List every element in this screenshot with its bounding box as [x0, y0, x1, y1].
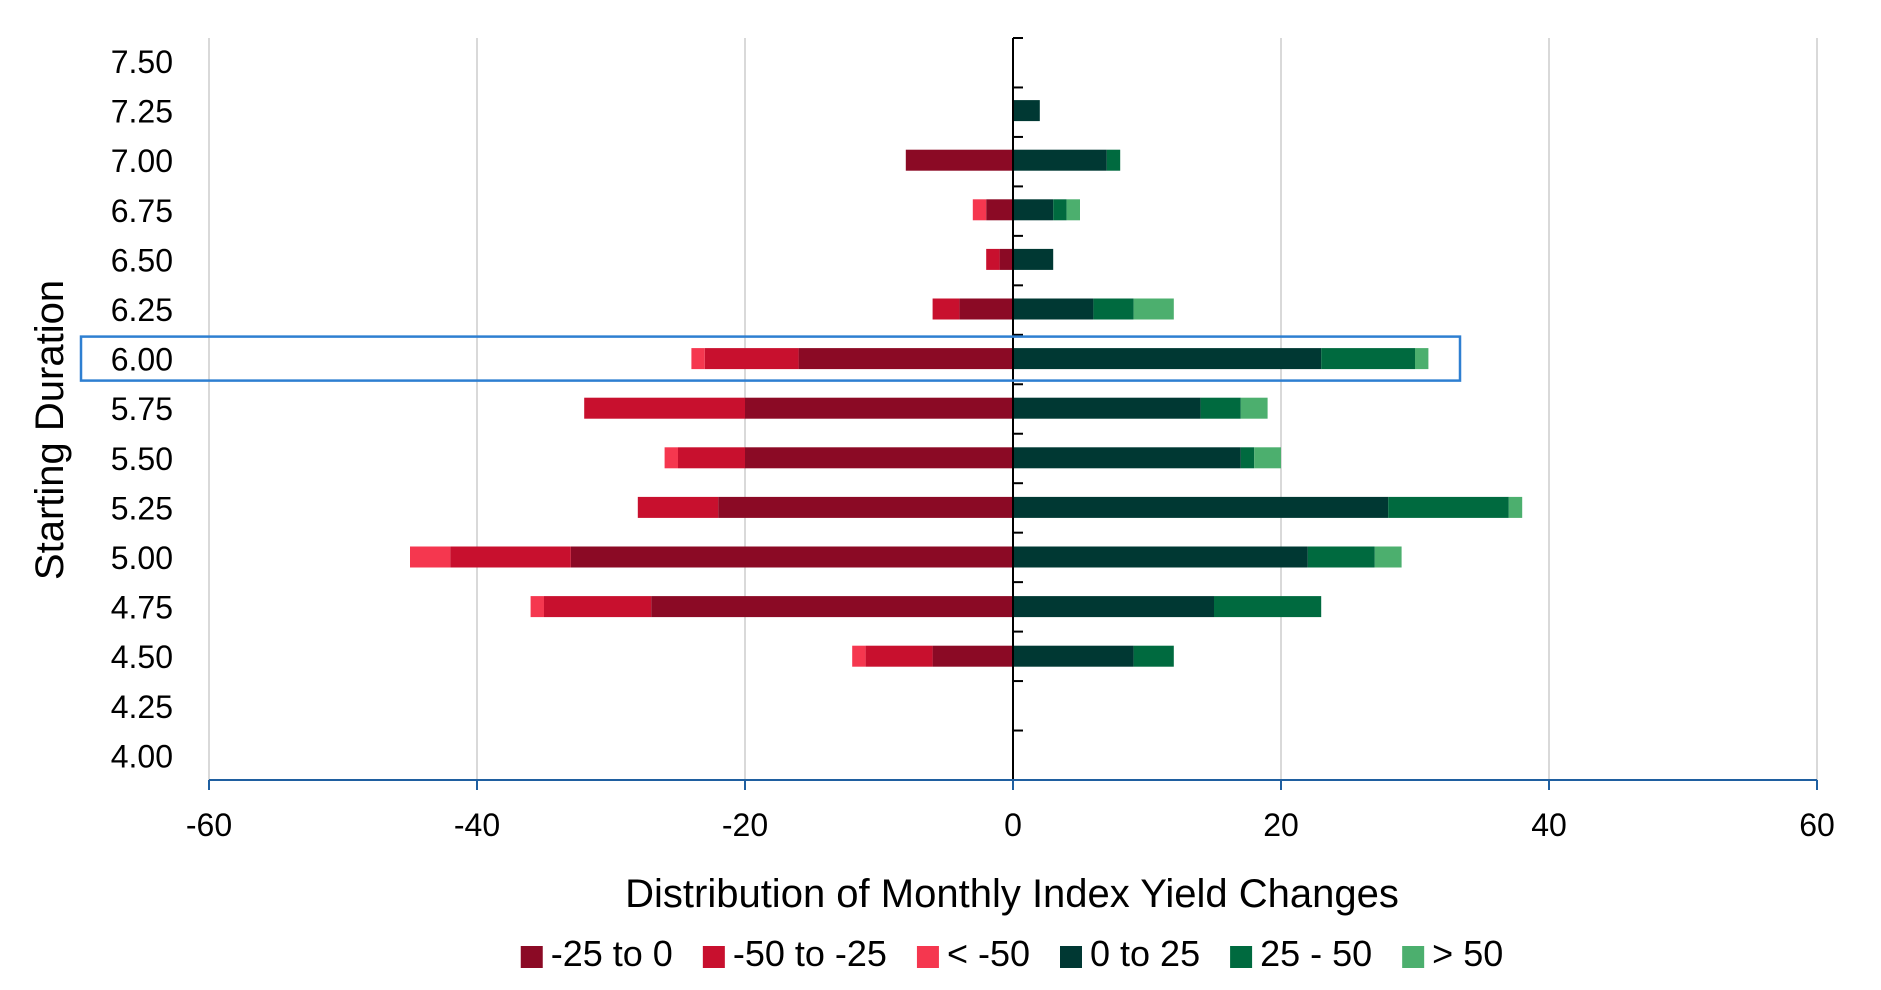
bar-segment	[1013, 496, 1389, 518]
y-tick-label: 6.75	[111, 193, 173, 229]
bar-segment	[651, 596, 1013, 618]
y-tick-label: 5.50	[111, 441, 173, 477]
bar-segment	[1133, 298, 1174, 320]
legend: -25 to 0 -50 to -25 < -50 0 to 25 25 - 50 > 5…	[520, 933, 1503, 974]
x-axis-title: Distribution of Monthly Index Yield Chan…	[625, 872, 1399, 916]
bar-segment	[678, 447, 745, 469]
bar-segment	[1214, 596, 1322, 618]
bar-segment	[704, 348, 799, 370]
bar-segment	[1508, 496, 1523, 518]
bar-segment	[691, 348, 705, 370]
x-tick-label: 20	[1263, 807, 1299, 843]
bar-segment	[1200, 397, 1241, 419]
x-tick-label: -40	[454, 807, 500, 843]
legend-swatch	[520, 946, 543, 968]
y-tick-label: 5.25	[111, 490, 173, 526]
bar-segment	[584, 397, 745, 419]
y-tick-label: 4.50	[111, 639, 173, 675]
tick-labels: -60 -40 -20 0 20 40 60 7.50 7.25 7.00 6.75 6.50 6.25…	[111, 44, 1835, 843]
bars	[410, 100, 1523, 667]
legend-label: 25 - 50	[1260, 933, 1372, 974]
legend-label: 0 to 25	[1090, 933, 1200, 974]
bar-segment	[1093, 298, 1134, 320]
legend-swatch	[916, 946, 939, 968]
bar-segment	[1307, 546, 1375, 568]
bar-segment	[410, 546, 451, 568]
bar-segment	[1415, 348, 1429, 370]
bar-segment	[1240, 447, 1255, 469]
bar-segment	[1240, 397, 1268, 419]
bar-segment	[1254, 447, 1281, 469]
legend-swatch	[1060, 946, 1082, 968]
legend-swatch	[702, 946, 725, 968]
bar-segment	[865, 645, 933, 667]
bar-segment	[637, 496, 719, 518]
bar-segment	[852, 645, 866, 667]
bar-segment	[905, 149, 1013, 171]
bar-segment	[1013, 149, 1107, 171]
bar-segment	[745, 397, 1013, 419]
x-tick-label: 40	[1531, 807, 1567, 843]
bar-segment	[664, 447, 678, 469]
y-tick-label: 7.25	[111, 94, 173, 130]
x-tick-label: 60	[1799, 807, 1835, 843]
bar-segment	[544, 596, 652, 618]
y-tick-label: 7.50	[111, 44, 173, 80]
legend-label: -25 to 0	[551, 933, 673, 974]
highlight-box-layer	[79, 335, 1462, 382]
bar-segment	[986, 248, 1000, 270]
bar-segment	[959, 298, 1013, 320]
bar-segment	[1013, 397, 1201, 419]
bar-segment	[718, 496, 1013, 518]
y-tick-label: 7.00	[111, 143, 173, 179]
y-tick-label: 5.75	[111, 391, 173, 427]
bar-segment	[798, 348, 1013, 370]
bar-segment	[1013, 298, 1094, 320]
x-tick-label: -20	[722, 807, 768, 843]
bar-segment	[972, 199, 987, 221]
bar-segment	[1013, 645, 1134, 667]
highlight-box	[79, 335, 1462, 382]
bar-segment	[1066, 199, 1080, 221]
y-tick-label: 6.50	[111, 242, 173, 278]
legend-label: -50 to -25	[733, 933, 887, 974]
bar-segment	[1133, 645, 1174, 667]
bar-segment	[986, 199, 1013, 221]
bar-segment	[999, 248, 1013, 270]
y-axis-title: Starting Duration	[28, 280, 72, 580]
bar-segment	[1321, 348, 1415, 370]
bar-segment	[1013, 546, 1308, 568]
bar-segment	[1013, 596, 1214, 618]
bar-segment	[1013, 248, 1054, 270]
y-tick-label: 5.00	[111, 540, 173, 576]
bar-segment	[1013, 100, 1040, 122]
y-tick-label: 4.75	[111, 590, 173, 626]
bar-segment	[932, 298, 960, 320]
legend-label: > 50	[1432, 933, 1503, 974]
bar-segment	[1388, 496, 1509, 518]
legend-label: < -50	[947, 933, 1030, 974]
bar-segment	[1013, 447, 1241, 469]
axes	[208, 37, 1818, 790]
legend-swatch	[1230, 946, 1253, 968]
bar-segment	[932, 645, 1013, 667]
bar-segment	[1106, 149, 1121, 171]
bar-segment	[450, 546, 571, 568]
y-tick-label: 4.25	[111, 689, 173, 725]
bar-segment	[1013, 199, 1054, 221]
x-tick-label: -60	[186, 807, 232, 843]
y-tick-label: 4.00	[111, 738, 173, 774]
bar-segment	[1053, 199, 1067, 221]
y-tick-label: 6.25	[111, 292, 173, 328]
legend-swatch	[1402, 946, 1425, 968]
bar-segment	[1374, 546, 1402, 568]
bar-segment	[570, 546, 1013, 568]
x-tick-label: 0	[1004, 807, 1022, 843]
bar-segment	[745, 447, 1013, 469]
bar-segment	[530, 596, 544, 618]
bar-segment	[1013, 348, 1322, 370]
y-tick-label: 6.00	[111, 342, 173, 378]
